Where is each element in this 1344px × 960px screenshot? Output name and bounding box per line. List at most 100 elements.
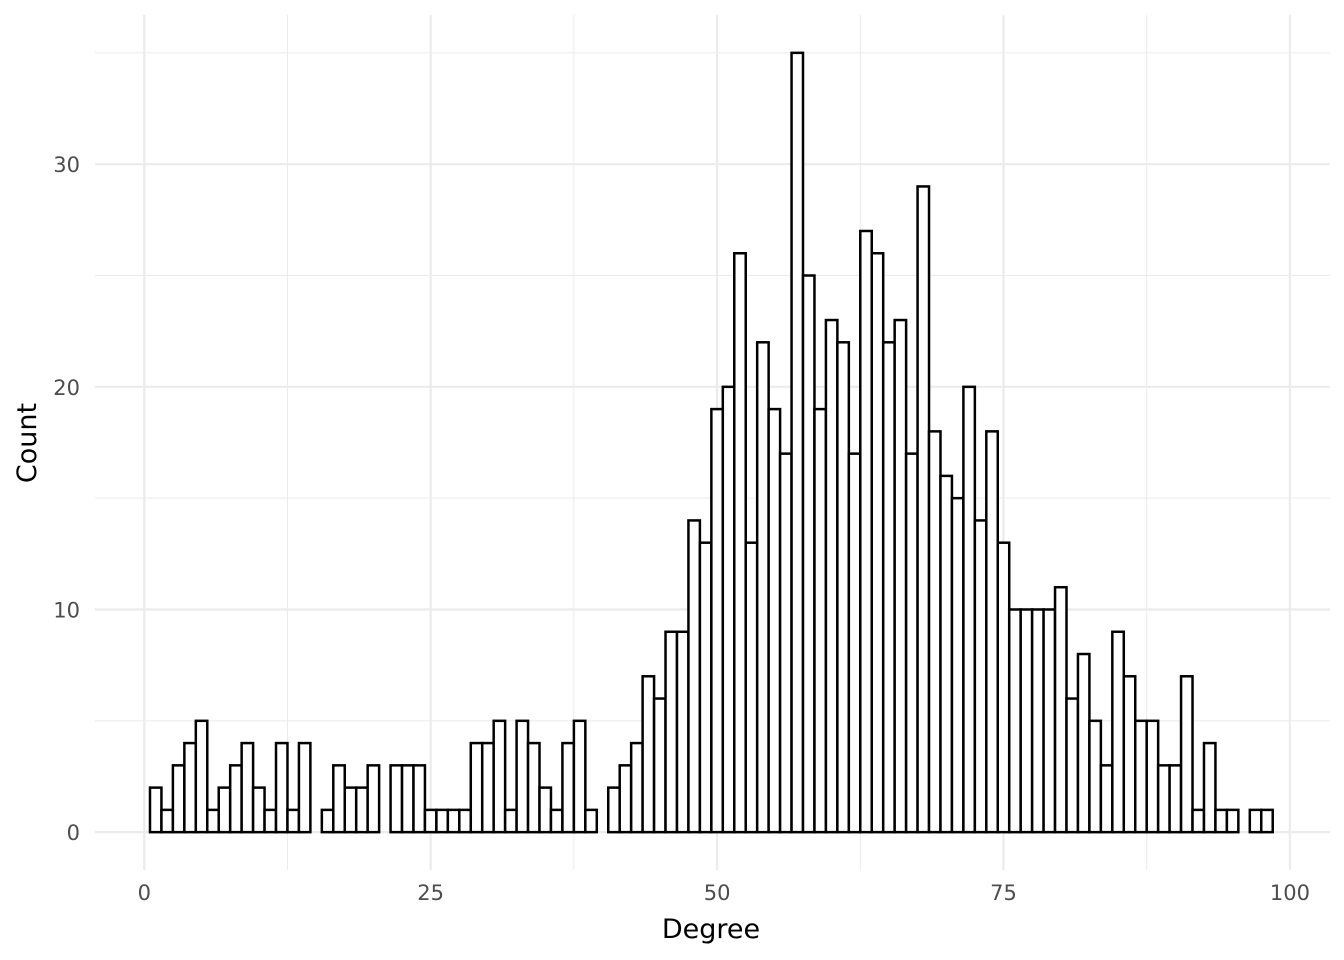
y-axis-ticks: 0 10 20 30 (53, 153, 80, 845)
histogram-bar (549, 808, 564, 834)
histogram-bar (572, 719, 587, 834)
histogram-bar (755, 341, 770, 834)
histogram-bar (435, 808, 450, 834)
histogram-bar (778, 452, 793, 834)
histogram-bar (744, 541, 759, 834)
histogram-bar (733, 251, 747, 834)
histogram-bar (561, 741, 576, 834)
histogram-bar (389, 764, 404, 834)
histogram-bar (881, 341, 896, 834)
y-tick-label: 0 (67, 821, 80, 845)
histogram-bar (687, 519, 702, 834)
histogram-bar (836, 341, 851, 834)
histogram-bar (950, 496, 965, 834)
y-tick-label: 10 (53, 598, 80, 622)
x-tick-label: 25 (417, 881, 444, 905)
histogram-bar (1030, 608, 1045, 834)
histogram-bar (412, 764, 427, 834)
histogram-bar (584, 808, 599, 834)
histogram-bar (423, 808, 438, 834)
histogram-bar (297, 741, 312, 834)
histogram-bar (1076, 652, 1091, 834)
histogram-bar (492, 719, 507, 834)
histogram-bar (1111, 630, 1126, 834)
histogram-bar (1145, 719, 1160, 834)
histogram-bar (801, 274, 816, 834)
histogram-bar (1168, 764, 1183, 834)
histogram-bar (790, 51, 805, 834)
histogram-bar (515, 719, 530, 834)
histogram-bars (148, 51, 1274, 834)
histogram-bar (870, 251, 885, 834)
histogram-bar (1260, 808, 1274, 834)
histogram-bar (1225, 808, 1240, 834)
histogram-bar (1202, 741, 1217, 834)
y-axis-title: Count (12, 403, 43, 483)
histogram-bar (824, 318, 839, 834)
histogram-bar (904, 452, 919, 834)
histogram-bar (1122, 675, 1137, 834)
histogram-bar (458, 808, 473, 834)
histogram-bar (1065, 697, 1080, 834)
histogram-bar (893, 318, 908, 834)
histogram-bar (354, 786, 369, 834)
histogram-bar (366, 764, 381, 834)
histogram-bar (629, 741, 644, 834)
histogram-bar (171, 764, 186, 834)
x-tick-label: 100 (1270, 881, 1310, 905)
histogram-bar (767, 407, 782, 834)
y-tick-label: 20 (53, 376, 80, 400)
histogram-bar (1248, 808, 1263, 834)
histogram-bar (1053, 585, 1068, 834)
histogram-bar (1179, 675, 1194, 834)
histogram-bar (480, 741, 495, 834)
histogram-bar (251, 786, 266, 834)
x-tick-label: 0 (138, 881, 151, 905)
histogram-bar (813, 407, 828, 834)
histogram-bar (939, 474, 954, 834)
histogram-bar (927, 430, 942, 834)
histogram-bar (263, 808, 278, 834)
histogram-bar (996, 541, 1011, 834)
histogram-bar (526, 741, 541, 834)
histogram-bar (160, 808, 175, 834)
histogram-bar (847, 452, 862, 834)
histogram-bar (721, 385, 736, 834)
histogram-bar (240, 741, 255, 834)
histogram-bar (985, 430, 1000, 834)
histogram-bar (538, 786, 553, 834)
x-axis-ticks: 0 25 50 75 100 (138, 881, 1310, 905)
y-tick-label: 30 (53, 153, 80, 177)
histogram-bar (606, 786, 621, 834)
x-tick-label: 75 (990, 881, 1017, 905)
histogram-bar (1042, 608, 1057, 834)
histogram-bar (618, 764, 633, 834)
histogram-bar (859, 229, 873, 834)
histogram-bar (469, 741, 484, 834)
histogram-bar (1156, 764, 1171, 834)
histogram-bar (503, 808, 518, 834)
histogram-bar (664, 630, 679, 834)
histogram-bar (446, 808, 461, 834)
histogram-bar (641, 675, 656, 834)
histogram-bar (1214, 808, 1229, 834)
histogram-bar (1133, 719, 1148, 834)
histogram-bar (698, 541, 713, 834)
histogram-bar (148, 786, 163, 834)
histogram-bar (343, 786, 358, 834)
histogram-bar (183, 741, 198, 834)
histogram-bar (1007, 608, 1022, 834)
histogram-bar (217, 786, 232, 834)
histogram-bar (710, 407, 725, 834)
histogram-bar (206, 808, 220, 834)
histogram-bar (675, 630, 690, 834)
histogram-bar (973, 519, 988, 834)
histogram-bar (1019, 608, 1034, 834)
histogram-bar (332, 764, 346, 834)
histogram-bar (286, 808, 301, 834)
x-axis-title: Degree (662, 914, 760, 945)
histogram-bar (1099, 764, 1114, 834)
histogram-bar (228, 764, 243, 834)
histogram-bar (400, 764, 415, 834)
